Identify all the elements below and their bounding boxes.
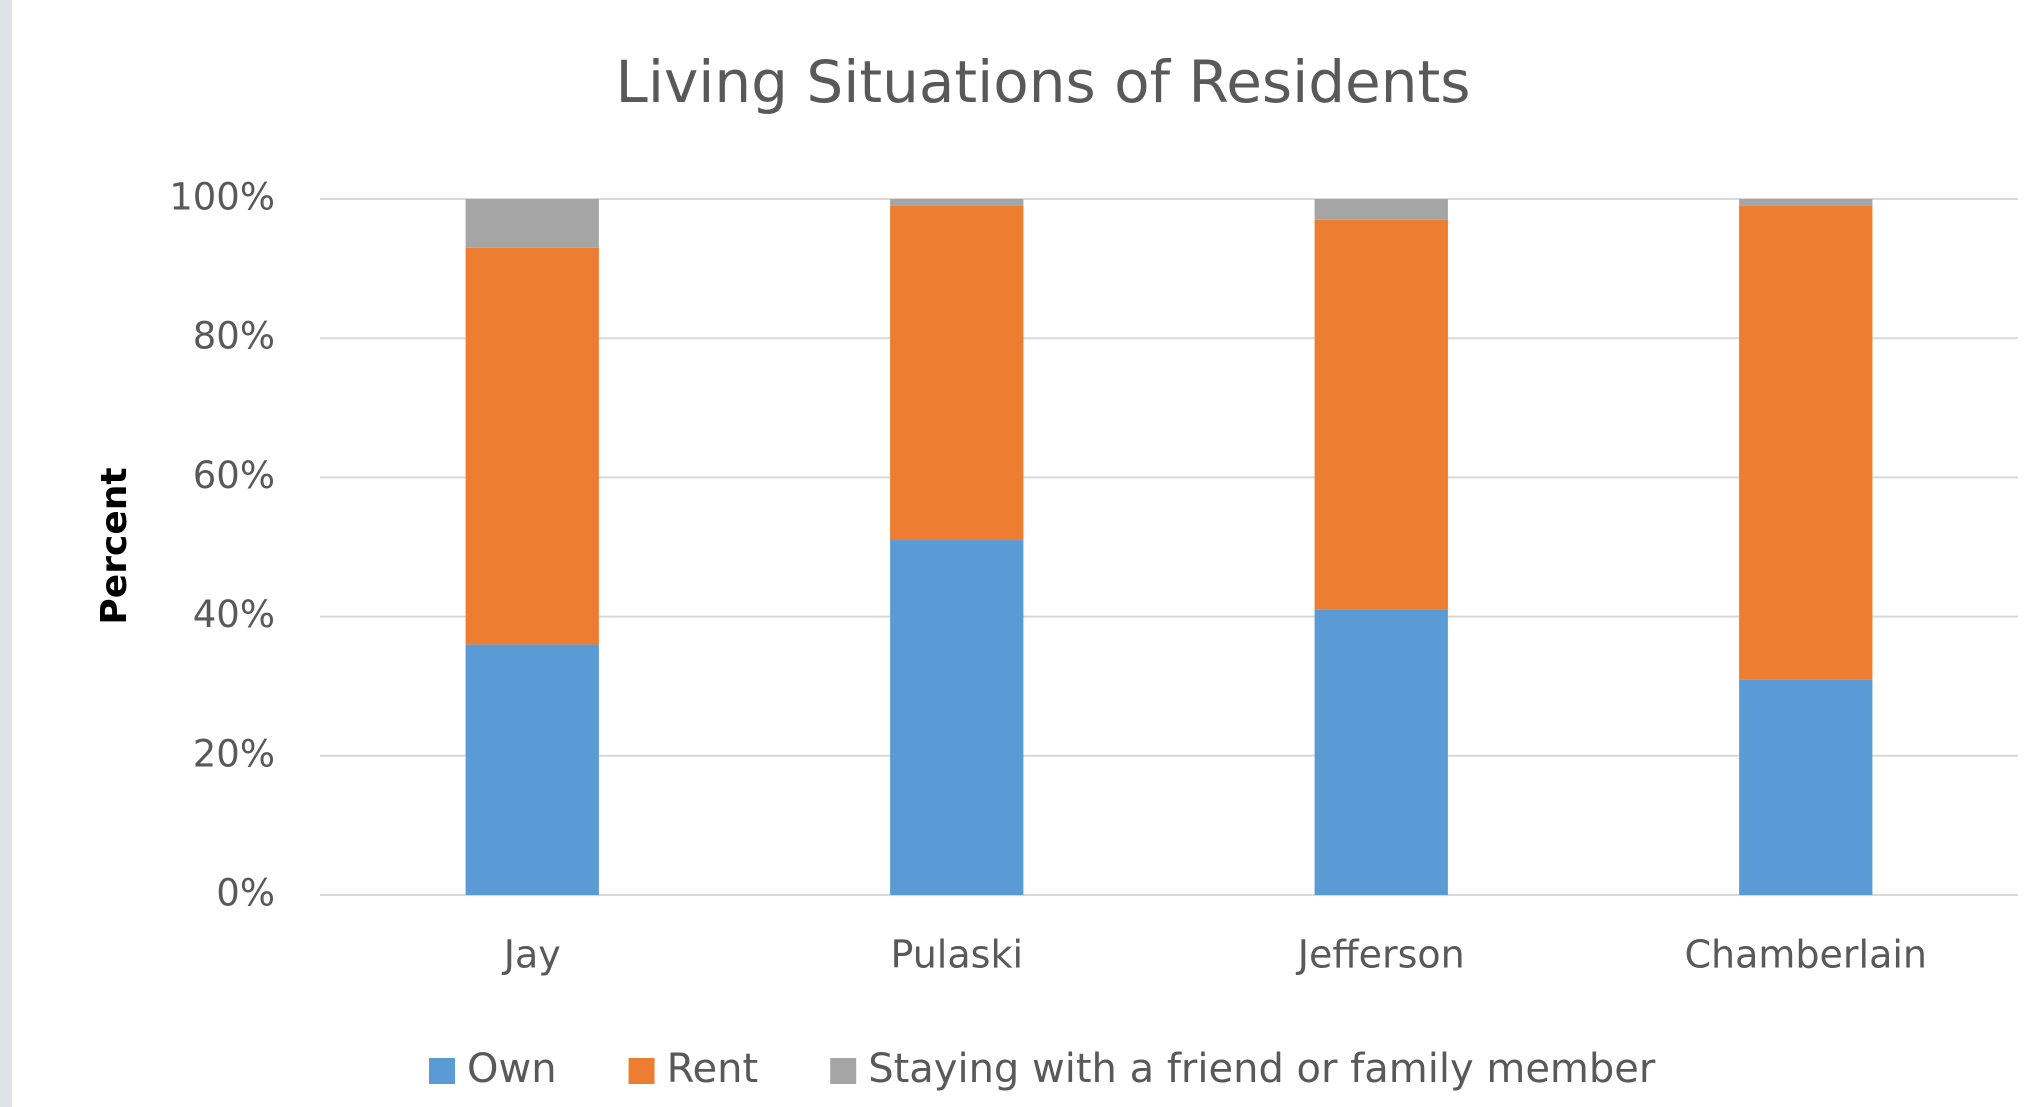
bar-segment [1314,609,1448,895]
bar-segment [890,205,1024,541]
legend-swatch [830,1058,857,1084]
legend-swatch [429,1058,455,1084]
bar-segment [1314,219,1448,610]
bar-segment [1739,199,1873,206]
legend-label: Rent [667,1046,759,1092]
x-tick-label: Jay [502,933,561,977]
chart-title: Living Situations of Residents [616,48,1471,116]
bar-segment [1739,679,1873,895]
legend-swatch [628,1058,655,1084]
y-tick-label: 80% [193,315,275,358]
bar-segment [890,199,1024,206]
bar-segment [465,199,599,248]
x-tick-label: Pulaski [890,933,1023,977]
y-tick-label: 0% [216,872,275,915]
bar-segment [465,247,599,645]
y-tick-label: 40% [193,593,275,636]
legend-label: Own [467,1046,557,1092]
legend-label: Staying with a friend or family member [868,1046,1656,1092]
y-axis-label: Percent [94,467,135,624]
x-tick-label: Chamberlain [1684,933,1927,977]
bar-segment [890,540,1024,895]
left-edge [0,0,12,1107]
bar-segment [465,644,599,895]
y-tick-label: 20% [193,732,275,775]
bar-segment [1739,205,1873,680]
y-tick-label: 60% [193,454,275,497]
x-tick-label: Jefferson [1296,933,1465,977]
bar-segment [1314,199,1448,220]
y-tick-label: 100% [169,176,275,219]
